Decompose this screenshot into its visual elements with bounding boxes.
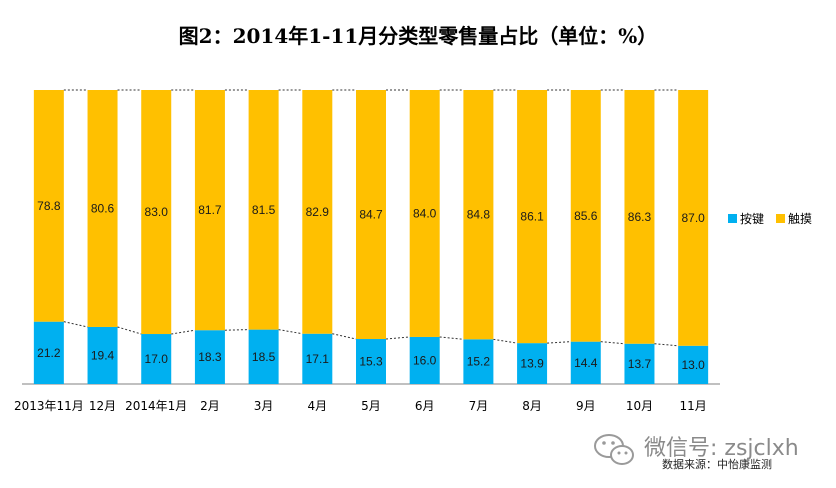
series-line-anjian-4: [278, 329, 303, 335]
data-source: 数据来源：中怡康监测: [662, 458, 772, 471]
data-label-anjian-1: 19.4: [91, 348, 115, 362]
series-line-anjian-8: [493, 338, 518, 344]
series-line-anjian-0: [63, 321, 88, 328]
bar-chumo-0: [33, 90, 64, 322]
bar-chumo-5: [302, 90, 333, 334]
data-label-chumo-2: 83.0: [145, 205, 169, 219]
x-tick-label-0: 2013年11月: [14, 399, 84, 413]
series-line-anjian-3: [224, 329, 249, 331]
series-line-anjian-11: [654, 343, 679, 347]
bar-anjian-7: [409, 336, 440, 384]
bar-chumo-4: [248, 90, 279, 330]
x-tick-label-11: 10月: [626, 399, 653, 413]
data-label-anjian-10: 14.4: [574, 356, 598, 370]
bar-anjian-11: [624, 343, 655, 384]
data-label-chumo-5: 82.9: [306, 205, 330, 219]
data-label-chumo-9: 86.1: [520, 210, 544, 224]
x-tick-label-7: 6月: [415, 399, 435, 413]
x-tick-label-4: 3月: [254, 399, 274, 413]
bar-chumo-9: [517, 90, 548, 344]
bar-chumo-3: [194, 90, 225, 331]
bar-anjian-12: [678, 345, 709, 384]
x-tick-label-6: 5月: [361, 399, 381, 413]
data-label-chumo-3: 81.7: [198, 203, 222, 217]
x-tick-label-10: 9月: [576, 399, 596, 413]
data-label-chumo-6: 84.7: [359, 208, 383, 222]
bar-anjian-8: [463, 339, 494, 384]
x-tick-label-5: 4月: [307, 399, 327, 413]
bar-anjian-9: [517, 343, 548, 384]
bar-anjian-3: [194, 330, 225, 384]
data-label-anjian-12: 13.0: [681, 358, 705, 372]
bar-anjian-10: [570, 341, 601, 384]
x-tick-label-3: 2月: [200, 399, 220, 413]
data-label-anjian-7: 16.0: [413, 353, 437, 367]
data-label-chumo-4: 81.5: [252, 203, 276, 217]
data-label-anjian-11: 13.7: [628, 357, 652, 371]
series-line-anjian-10: [600, 341, 625, 345]
series-line-anjian-7: [439, 336, 464, 340]
bar-chumo-10: [570, 90, 601, 342]
bar-chumo-11: [624, 90, 655, 344]
chart-title: 图2：2014年1-11月分类型零售量占比（单位：%）: [178, 24, 658, 48]
data-label-anjian-8: 15.2: [467, 355, 491, 369]
wechat-icon: [594, 434, 634, 465]
bar-anjian-1: [87, 326, 118, 384]
data-label-anjian-0: 21.2: [37, 346, 61, 360]
x-tick-label-1: 12月: [89, 399, 116, 413]
data-label-chumo-11: 86.3: [628, 210, 652, 224]
data-label-chumo-7: 84.0: [413, 206, 437, 220]
bar-chumo-1: [87, 90, 118, 327]
legend-swatch-0: [728, 214, 737, 223]
data-label-anjian-5: 17.1: [306, 352, 330, 366]
x-tick-label-9: 8月: [522, 399, 542, 413]
bar-chumo-2: [141, 90, 172, 335]
bar-chumo-12: [678, 90, 709, 346]
x-tick-label-2: 2014年1月: [125, 399, 187, 413]
bar-chumo-6: [356, 90, 386, 340]
series-line-anjian-2: [171, 329, 196, 335]
data-label-chumo-0: 78.8: [37, 199, 61, 213]
series-line-anjian-9: [547, 341, 571, 344]
x-tick-label-12: 11月: [680, 399, 707, 413]
data-label-chumo-8: 84.8: [467, 208, 491, 222]
bar-anjian-5: [302, 333, 333, 384]
data-label-anjian-6: 15.3: [359, 355, 383, 369]
series-line-anjian-5: [332, 333, 357, 340]
bar-anjian-2: [141, 334, 172, 384]
bar-anjian-4: [248, 329, 279, 384]
data-label-anjian-3: 18.3: [198, 350, 222, 364]
bar-chumo-7: [409, 90, 440, 337]
legend-label-1: 触摸: [788, 212, 812, 226]
bar-anjian-6: [356, 339, 386, 384]
x-tick-label-8: 7月: [469, 399, 489, 413]
legend-swatch-1: [776, 214, 785, 223]
data-label-chumo-12: 87.0: [681, 211, 705, 225]
wechat-id: 微信号: zsjclxh: [644, 436, 799, 461]
data-label-anjian-4: 18.5: [252, 350, 276, 364]
data-label-anjian-9: 13.9: [520, 357, 544, 371]
data-label-anjian-2: 17.0: [145, 352, 169, 366]
bar-anjian-0: [33, 321, 64, 384]
series-line-anjian-1: [117, 326, 142, 335]
legend-label-0: 按键: [740, 212, 764, 226]
data-label-chumo-10: 85.6: [574, 209, 598, 223]
bar-chumo-8: [463, 90, 494, 340]
data-label-chumo-1: 80.6: [91, 201, 115, 215]
series-line-anjian-6: [385, 336, 410, 340]
